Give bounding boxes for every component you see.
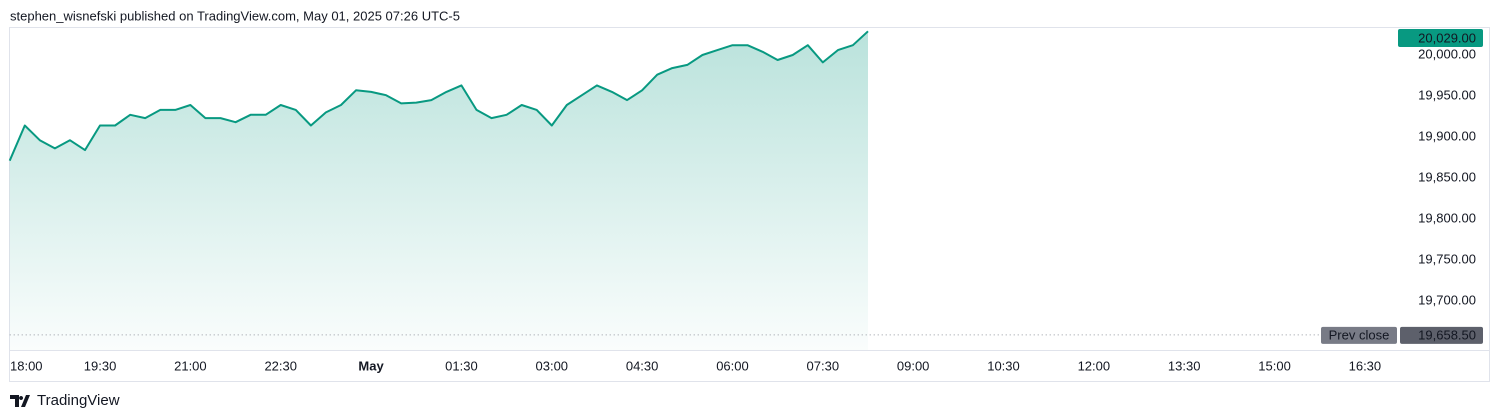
- x-tick-label: 04:30: [626, 358, 659, 373]
- prev-close-value: 19,658.50: [1418, 327, 1476, 342]
- x-tick-label: 10:30: [987, 358, 1020, 373]
- x-tick-label: 09:00: [897, 358, 930, 373]
- chart-frame: [9, 27, 1490, 382]
- x-tick-label: 07:30: [807, 358, 840, 373]
- price-line: [8, 30, 869, 162]
- y-tick-label: 19,950.00: [1418, 87, 1476, 102]
- x-tick-label: 19:30: [84, 358, 117, 373]
- last-price-tag: [1398, 29, 1483, 47]
- y-tick-label: 19,800.00: [1418, 210, 1476, 225]
- x-tick-label: 16:30: [1349, 358, 1382, 373]
- y-tick-label: 19,700.00: [1418, 292, 1476, 307]
- x-tick-label: 18:00: [10, 358, 43, 373]
- area-fill: [9, 31, 868, 351]
- last-price-label: 20,029.00: [1418, 30, 1476, 45]
- y-tick-label: 19,750.00: [1418, 251, 1476, 266]
- y-tick-label: 19,850.00: [1418, 169, 1476, 184]
- x-tick-label: May: [358, 358, 384, 373]
- prev-close-label: Prev close: [1329, 327, 1390, 342]
- y-tick-label: 19,900.00: [1418, 128, 1476, 143]
- prev-close-value-tag: [1400, 326, 1483, 344]
- x-tick-label: 03:00: [536, 358, 569, 373]
- x-tick-label: 15:00: [1258, 358, 1291, 373]
- x-tick-label: 13:30: [1168, 358, 1201, 373]
- x-tick-label: 21:00: [174, 358, 207, 373]
- x-tick-label: 22:30: [264, 358, 297, 373]
- y-tick-label: 20,000.00: [1418, 46, 1476, 61]
- prev-close-tag: [1321, 326, 1397, 344]
- x-tick-label: 12:00: [1078, 358, 1111, 373]
- x-tick-label: 06:00: [716, 358, 749, 373]
- logo: [10, 395, 30, 407]
- header: stephen_wisnefski published on TradingVi…: [10, 8, 460, 23]
- footer-brand: TradingView: [37, 392, 120, 409]
- x-tick-label: 01:30: [445, 358, 478, 373]
